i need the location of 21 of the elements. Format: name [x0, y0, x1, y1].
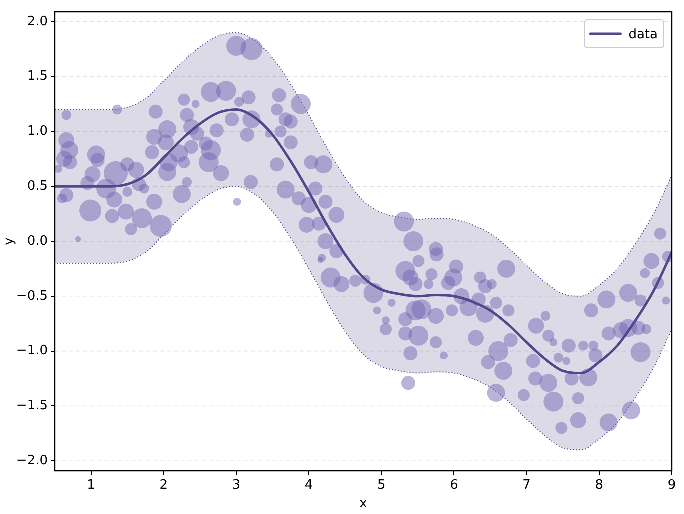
x-tick-label: 4	[304, 478, 314, 494]
y-axis-title: y	[2, 237, 18, 246]
x-tick-label: 3	[232, 478, 241, 494]
y-tick-label: 0.0	[27, 234, 48, 249]
x-tick-label: 6	[450, 478, 458, 494]
y-tick-label: −1.0	[16, 344, 48, 359]
x-tick-label: 8	[595, 478, 604, 494]
x-tick-label: 1	[87, 478, 96, 494]
y-tick-label: 1.5	[27, 69, 48, 84]
x-tick-label: 5	[378, 478, 386, 494]
y-tick-label: 2.0	[27, 14, 48, 30]
y-tick-label: −2.0	[16, 453, 48, 468]
legend-label: data	[628, 27, 658, 42]
x-tick-label: 2	[160, 478, 168, 494]
x-tick-label: 9	[668, 478, 676, 494]
y-tick-label: −0.5	[16, 288, 48, 304]
y-tick-label: −1.5	[16, 398, 48, 414]
y-tick-label: 0.5	[27, 178, 48, 194]
x-tick-label: 7	[522, 478, 531, 494]
x-axis-title: x	[360, 496, 368, 512]
y-tick-label: 1.0	[27, 124, 48, 140]
